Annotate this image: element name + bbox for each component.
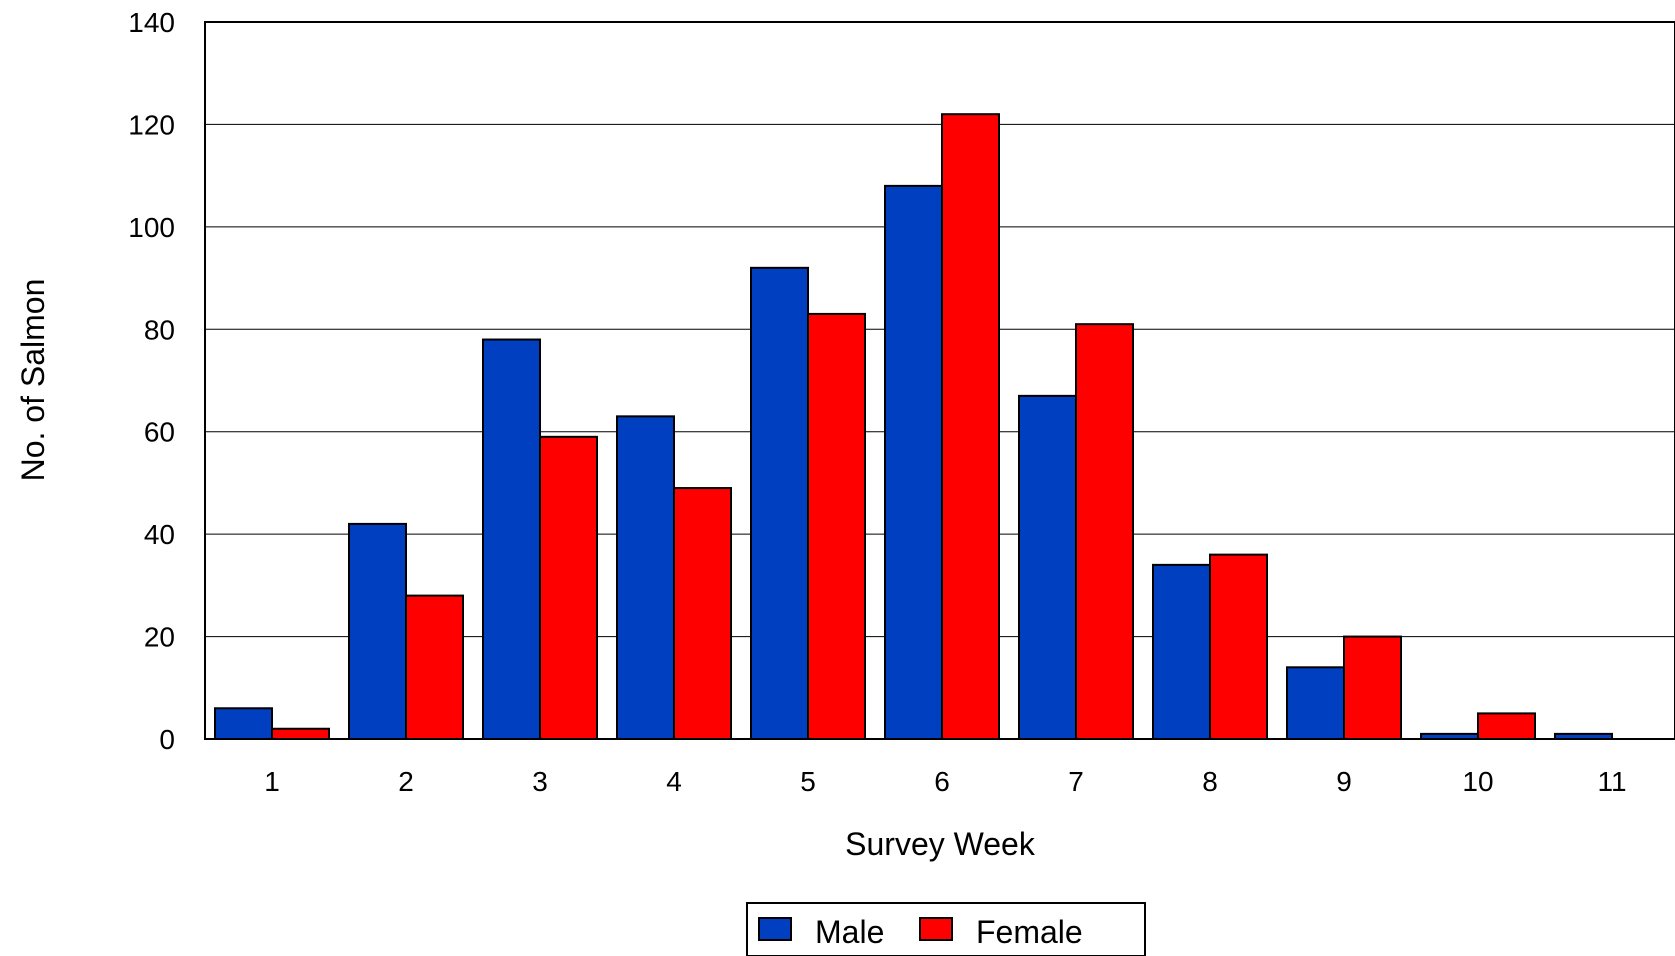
x-tick-label: 2 xyxy=(398,766,414,797)
y-tick-label: 100 xyxy=(128,212,175,243)
x-tick-label: 11 xyxy=(1597,766,1626,797)
y-axis-title: No. of Salmon xyxy=(15,279,51,482)
x-tick-label: 4 xyxy=(666,766,682,797)
x-tick-labels: 1 2 3 4 5 6 7 8 9 10 11 xyxy=(264,766,1626,797)
bar-male-week-2 xyxy=(348,522,407,741)
y-tick-label: 80 xyxy=(144,314,175,345)
legend-swatch-male xyxy=(758,917,792,941)
bar-female-week-8 xyxy=(1209,553,1268,741)
y-tick-label: 120 xyxy=(128,109,175,140)
x-tick-label: 7 xyxy=(1068,766,1084,797)
bar-female-week-10 xyxy=(1477,712,1536,741)
y-tick-label: 20 xyxy=(144,622,175,653)
bar-female-week-2 xyxy=(405,594,464,740)
legend-label-male: Male xyxy=(815,914,884,950)
bar-female-week-9 xyxy=(1343,635,1402,740)
bar-female-week-7 xyxy=(1075,323,1134,740)
bar-male-week-3 xyxy=(482,338,541,740)
bar-female-week-4 xyxy=(673,487,732,740)
x-tick-label: 1 xyxy=(264,766,280,797)
legend: Male Female xyxy=(746,902,1146,956)
bar-male-week-7 xyxy=(1018,394,1077,740)
x-tick-label: 10 xyxy=(1462,766,1493,797)
y-tick-label: 140 xyxy=(128,7,175,38)
bar-male-week-8 xyxy=(1152,563,1211,740)
x-tick-label: 8 xyxy=(1202,766,1218,797)
legend-label-female: Female xyxy=(976,914,1083,950)
x-tick-label: 5 xyxy=(800,766,816,797)
bar-male-week-1 xyxy=(214,707,273,740)
y-tick-labels: 0 20 40 60 80 100 120 140 xyxy=(128,7,175,755)
bar-female-week-6 xyxy=(941,113,1000,740)
legend-swatch-female xyxy=(919,917,953,941)
bar-female-week-1 xyxy=(271,727,330,740)
bar-male-week-9 xyxy=(1286,666,1345,740)
y-tick-label: 60 xyxy=(144,417,175,448)
bar-male-week-6 xyxy=(884,184,943,740)
bar-male-week-4 xyxy=(616,415,675,740)
x-tick-label: 3 xyxy=(532,766,548,797)
plot-area-frame xyxy=(204,21,1675,740)
bar-female-week-3 xyxy=(539,435,598,740)
y-tick-label: 40 xyxy=(144,519,175,550)
bar-female-week-5 xyxy=(807,312,866,740)
x-axis-title: Survey Week xyxy=(845,826,1036,862)
x-tick-label: 9 xyxy=(1336,766,1352,797)
bar-male-week-5 xyxy=(750,266,809,740)
y-tick-label: 0 xyxy=(159,724,175,755)
x-tick-label: 6 xyxy=(934,766,950,797)
bars xyxy=(214,113,1613,741)
